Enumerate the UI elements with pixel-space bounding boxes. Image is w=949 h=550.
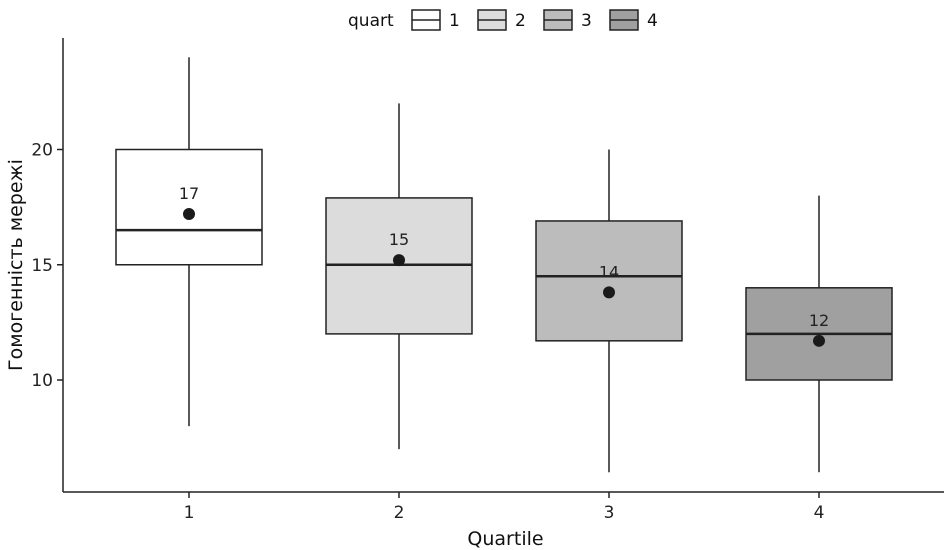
mean-label: 12 (809, 311, 829, 330)
y-tick-label: 20 (31, 141, 53, 161)
legend-item-3: 3 (543, 9, 592, 31)
box-4: 12 (745, 195, 893, 473)
mean-label: 15 (389, 230, 409, 249)
box-1: 17 (115, 57, 263, 427)
box-2: 15 (325, 103, 473, 450)
mean-point (813, 334, 825, 347)
y-tick-label: 15 (31, 256, 53, 276)
box-3: 14 (535, 149, 683, 473)
legend: quart 1 2 3 4 (348, 9, 658, 31)
plot-area: 17 15 14 12 (115, 57, 893, 473)
legend-item-4: 4 (609, 9, 658, 31)
iqr-box (535, 220, 683, 342)
mean-point (183, 208, 195, 221)
x-tick-label: 2 (394, 503, 405, 523)
y-axis-ticks: 10 15 20 (31, 141, 63, 391)
x-tick-label: 1 (184, 503, 195, 523)
legend-title: quart (348, 11, 394, 31)
legend-label: 3 (581, 11, 592, 31)
legend-label: 1 (449, 11, 460, 31)
x-tick-label: 3 (604, 503, 615, 523)
mean-label: 14 (599, 262, 619, 281)
y-axis-title: Гомогенність мережі (5, 159, 27, 371)
mean-label: 17 (179, 184, 199, 203)
y-tick-label: 10 (31, 371, 53, 391)
legend-label: 2 (515, 11, 526, 31)
x-axis-ticks: 1 2 3 4 (184, 492, 825, 523)
x-tick-label: 4 (814, 503, 825, 523)
iqr-box (115, 148, 263, 266)
legend-item-2: 2 (477, 9, 526, 31)
legend-label: 4 (647, 11, 658, 31)
mean-point (603, 286, 615, 299)
legend-item-1: 1 (411, 9, 460, 31)
x-axis-title: Quartile (467, 528, 543, 550)
mean-point (393, 254, 405, 267)
